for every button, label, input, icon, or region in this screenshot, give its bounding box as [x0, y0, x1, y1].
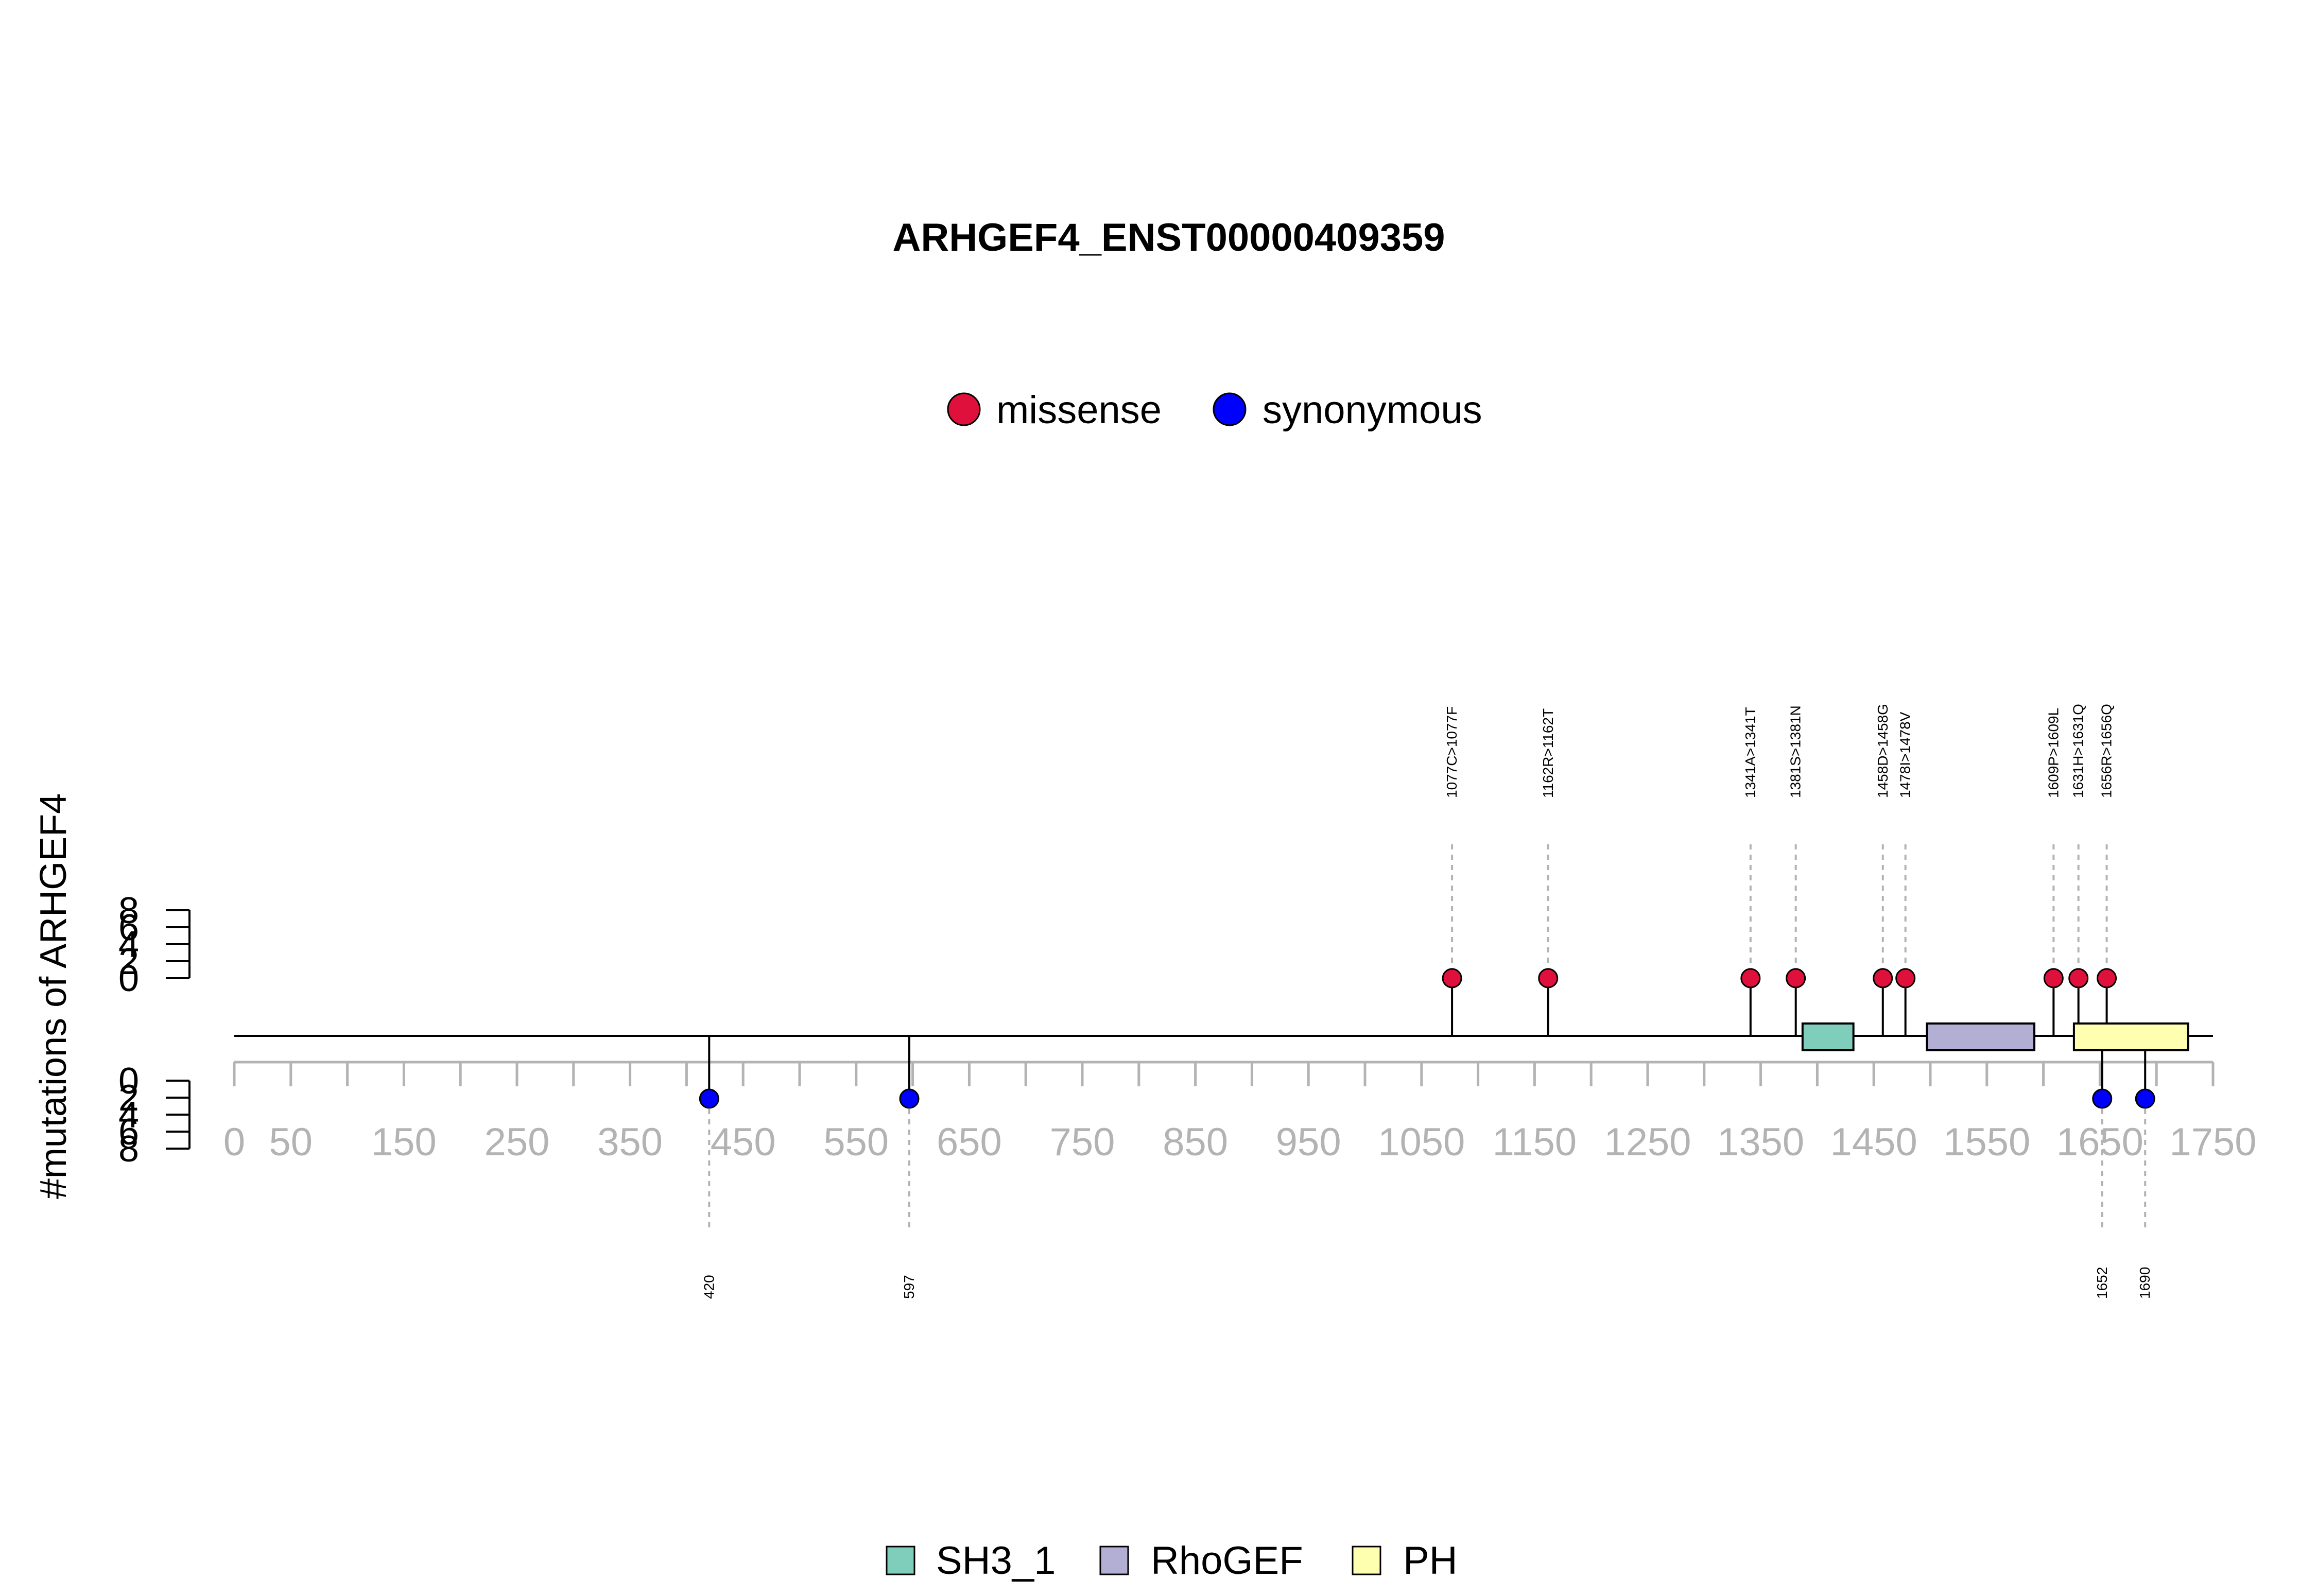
missense-label: 1381S>1381N: [1788, 705, 1804, 798]
legend-ph-swatch: [1352, 1546, 1381, 1575]
x-tick-label: 1650: [2056, 1120, 2143, 1164]
domain-rhogef: [1926, 1022, 2036, 1051]
y-tick-label-lower: 2: [118, 1078, 139, 1119]
x-tick-label: 950: [1276, 1120, 1341, 1164]
x-tick-label: 1250: [1604, 1120, 1691, 1164]
synonymous-label: 1652: [2094, 1267, 2110, 1299]
missense-label: 1341A>1341T: [1742, 707, 1758, 798]
protein-domains: [1801, 1022, 2189, 1051]
legend-missense-label: missense: [996, 388, 1162, 432]
x-tick-label: 450: [711, 1120, 776, 1164]
legend-synonymous-label: synonymous: [1263, 388, 1482, 432]
x-tick-label: 1750: [2169, 1120, 2256, 1164]
chart-title: ARHGEF4_ENST00000409359: [892, 216, 1445, 259]
legend-sh3-1-label: SH3_1: [936, 1539, 1056, 1583]
domain-ph: [2072, 1022, 2189, 1051]
synonymous-point: [2135, 1088, 2155, 1109]
domain-sh3-1: [1801, 1022, 1855, 1051]
y-axis-label: #mutations of ARHGEF4: [33, 793, 74, 1199]
missense-point: [2097, 968, 2117, 988]
missense-point: [1442, 968, 1462, 988]
missense-label: 1656R>1656Q: [2099, 704, 2115, 798]
legend-synonymous-marker: [1213, 392, 1247, 426]
x-tick-label: 1550: [1943, 1120, 2030, 1164]
missense-point: [1538, 968, 1559, 988]
mutation-legend: missense synonymous: [947, 388, 1482, 432]
x-tick-label: 1150: [1493, 1120, 1577, 1164]
x-tick-label: 1450: [1830, 1120, 1917, 1164]
x-tick-label: 1350: [1717, 1120, 1804, 1164]
legend-rhogef-label: RhoGEF: [1151, 1539, 1303, 1583]
synonymous-label: 1690: [2137, 1267, 2153, 1299]
x-tick-label: 150: [371, 1120, 437, 1164]
mutation-points: 1077C>1077F 1162R>1162T 1341A>1341T 1381S>1…: [699, 704, 2155, 1299]
missense-label: 1458D>1458G: [1875, 704, 1891, 798]
synonymous-label: 597: [901, 1275, 917, 1299]
y-tick-label-lower: 6: [118, 1112, 139, 1153]
missense-label: 1631H>1631Q: [2070, 704, 2086, 798]
domain-legend: SH3_1 RhoGEF PH: [886, 1539, 1458, 1583]
x-tick-label: 50: [269, 1120, 313, 1164]
y-tick-label-upper: 2: [118, 941, 139, 982]
mutation-stems: [708, 844, 2147, 1230]
x-tick-label: 750: [1050, 1120, 1115, 1164]
missense-label: 1478I>1478V: [1897, 712, 1913, 798]
missense-label: 1609P>1609L: [2045, 708, 2061, 798]
x-tick-label: 1050: [1378, 1120, 1465, 1164]
x-tick-label: 550: [823, 1120, 889, 1164]
y-tick-label-upper: 8: [118, 890, 139, 931]
missense-point: [2043, 968, 2064, 988]
missense-point: [1873, 968, 1893, 988]
x-tick-label: 0: [223, 1120, 245, 1164]
x-tick-label: 850: [1163, 1120, 1228, 1164]
legend-sh3-1-swatch: [886, 1546, 915, 1575]
x-tick-label: 250: [485, 1120, 550, 1164]
missense-point: [1786, 968, 1806, 988]
missense-point: [2068, 968, 2089, 988]
missense-point: [1740, 968, 1761, 988]
y-tick-label-lower: 8: [118, 1129, 139, 1170]
x-axis: 0 50 150 250 350 450 550 650 750 850 950 1050 1150 12…: [223, 1061, 2257, 1164]
legend-ph-label: PH: [1403, 1539, 1458, 1583]
x-tick-label: 650: [937, 1120, 1002, 1164]
y-tick-label-lower: 0: [118, 1061, 139, 1102]
y-tick-label-lower: 4: [118, 1095, 139, 1136]
missense-label: 1077C>1077F: [1444, 706, 1460, 798]
y-tick-label-upper: 0: [118, 958, 139, 999]
synonymous-label: 420: [701, 1275, 717, 1299]
synonymous-point: [2092, 1088, 2113, 1109]
missense-label: 1162R>1162T: [1540, 708, 1556, 798]
synonymous-point: [699, 1088, 719, 1109]
missense-point: [1895, 968, 1916, 988]
legend-rhogef-swatch: [1099, 1546, 1129, 1575]
y-tick-label-upper: 6: [118, 907, 139, 948]
y-tick-label-upper: 4: [118, 924, 139, 965]
x-tick-label: 350: [597, 1120, 663, 1164]
legend-missense-marker: [947, 392, 981, 426]
synonymous-point: [899, 1088, 920, 1109]
